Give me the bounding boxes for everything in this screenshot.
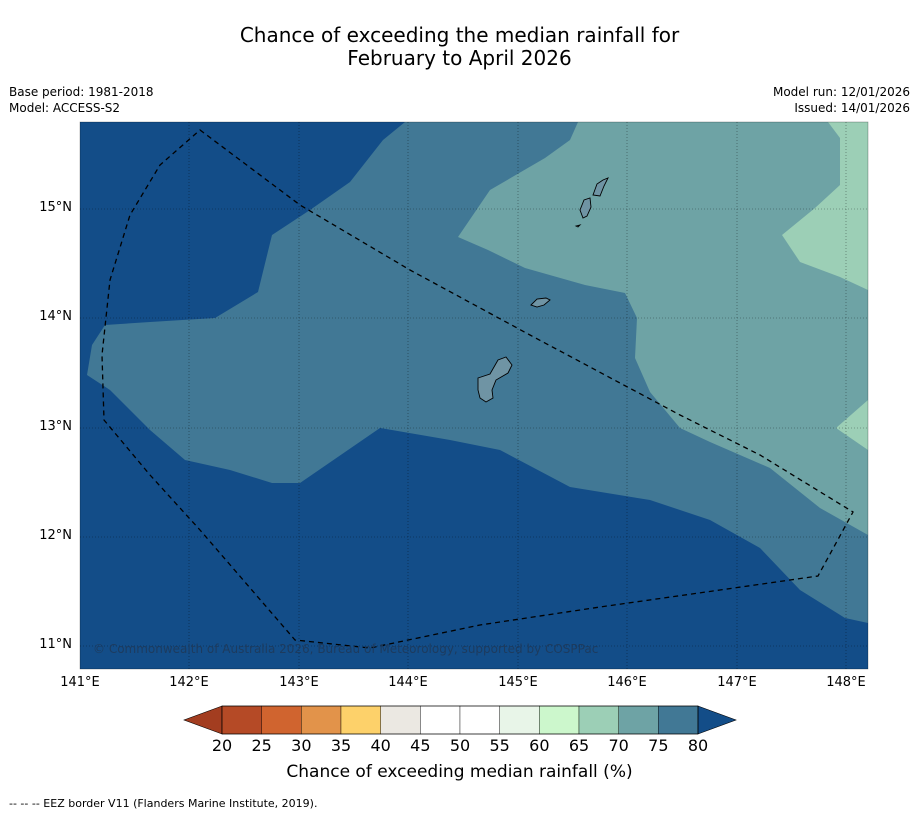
colorbar-cell-35-40 (340, 705, 381, 735)
lat-label-15n: 15°N (39, 200, 72, 215)
lon-label-147e: 147°E (717, 675, 757, 690)
copyright-text: © Commonwealth of Australia 2026, Bureau… (93, 642, 598, 656)
model-text: Model: ACCESS-S2 (9, 101, 121, 115)
meta-right: Model run: 12/01/2026 Issued: 14/01/2026 (773, 84, 910, 116)
colorbar-tick-45: 45 (410, 736, 431, 755)
lon-label-141e: 141°E (60, 675, 100, 690)
gridlines (80, 122, 868, 669)
colorbar-tick-20: 20 (211, 736, 233, 755)
colorbar-cell-45-50 (420, 705, 461, 735)
chart-title-line2: February to April 2026 (347, 46, 572, 70)
eez-border (101, 129, 854, 649)
colorbar-tick-65: 65 (568, 736, 590, 755)
colorbar-cell-20-25 (221, 705, 262, 735)
colorbar-tick-60: 60 (529, 736, 550, 755)
map-frame (79, 121, 869, 670)
map-area (80, 122, 868, 669)
lon-label-146e: 146°E (607, 675, 647, 690)
colorbar-tick-25: 25 (251, 736, 272, 755)
colorbar-tick-75: 75 (648, 736, 669, 755)
island-rota (530, 297, 551, 308)
colorbar-tick-70: 70 (608, 736, 629, 755)
lon-label-144e: 144°E (388, 675, 428, 690)
islands (477, 177, 609, 403)
colorbar-frame (221, 705, 699, 735)
issued-text: Issued: 14/01/2026 (794, 101, 910, 115)
lat-label-13n: 13°N (39, 419, 72, 434)
colorbar-under-arrow (183, 705, 223, 735)
lat-label-12n: 12°N (39, 528, 72, 543)
colorbar-tick-30: 30 (291, 736, 312, 755)
island-saipan (592, 177, 609, 197)
base-period-text: Base period: 1981-2018 (9, 85, 154, 99)
colorbar-label: Chance of exceeding median rainfall (%) (286, 762, 633, 782)
colorbar-tick-55: 55 (489, 736, 510, 755)
lon-label-145e: 145°E (498, 675, 538, 690)
colorbar-tick-50: 50 (449, 736, 471, 755)
zone-65-70 (782, 122, 868, 290)
colorbar-cell-25-30 (261, 705, 302, 735)
colorbar-over-arrow (697, 705, 737, 735)
lon-label-142e: 142°E (169, 675, 209, 690)
lon-label-148e: 148°E (826, 675, 866, 690)
colorbar-cell-40-45 (380, 705, 421, 735)
zone-65-70-south (836, 400, 868, 450)
colorbar (183, 705, 737, 735)
lon-label-143e: 143°E (279, 675, 319, 690)
zone-70-75 (458, 122, 868, 535)
lat-label-14n: 14°N (39, 309, 72, 324)
meta-left: Base period: 1981-2018 Model: ACCESS-S2 (9, 84, 154, 116)
colorbar-cell-30-35 (301, 705, 342, 735)
eez-legend-text: -- -- -- EEZ border V11 (Flanders Marine… (9, 797, 318, 810)
colorbar-cells (221, 705, 699, 735)
colorbar-cell-65-70 (578, 705, 619, 735)
model-run-text: Model run: 12/01/2026 (772, 85, 910, 99)
colorbar-cell-75-80 (658, 705, 699, 735)
colorbar-tick-80: 80 (687, 736, 709, 755)
colorbar-cell-55-60 (499, 705, 540, 735)
colorbar-tick-40: 40 (370, 736, 391, 755)
colorbar-cell-70-75 (618, 705, 659, 735)
colorbar-tick-35: 35 (330, 736, 352, 755)
lat-label-11n: 11°N (39, 637, 72, 652)
island-tinian (579, 197, 592, 219)
colorbar-cell-50-55 (459, 705, 500, 735)
colorbar-cell-60-65 (539, 705, 580, 735)
island-guam (477, 356, 513, 403)
island-aguijan (574, 224, 582, 228)
chart-title-line1: Chance of exceeding the median rainfall … (239, 23, 680, 47)
